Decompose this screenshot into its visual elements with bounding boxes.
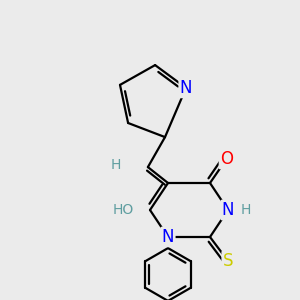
Text: H: H xyxy=(110,158,121,172)
Text: H: H xyxy=(241,203,251,217)
Text: S: S xyxy=(223,252,233,270)
Text: N: N xyxy=(180,79,192,97)
Text: O: O xyxy=(220,150,233,168)
Text: HO: HO xyxy=(112,203,134,217)
Text: N: N xyxy=(162,228,174,246)
Text: N: N xyxy=(222,201,234,219)
